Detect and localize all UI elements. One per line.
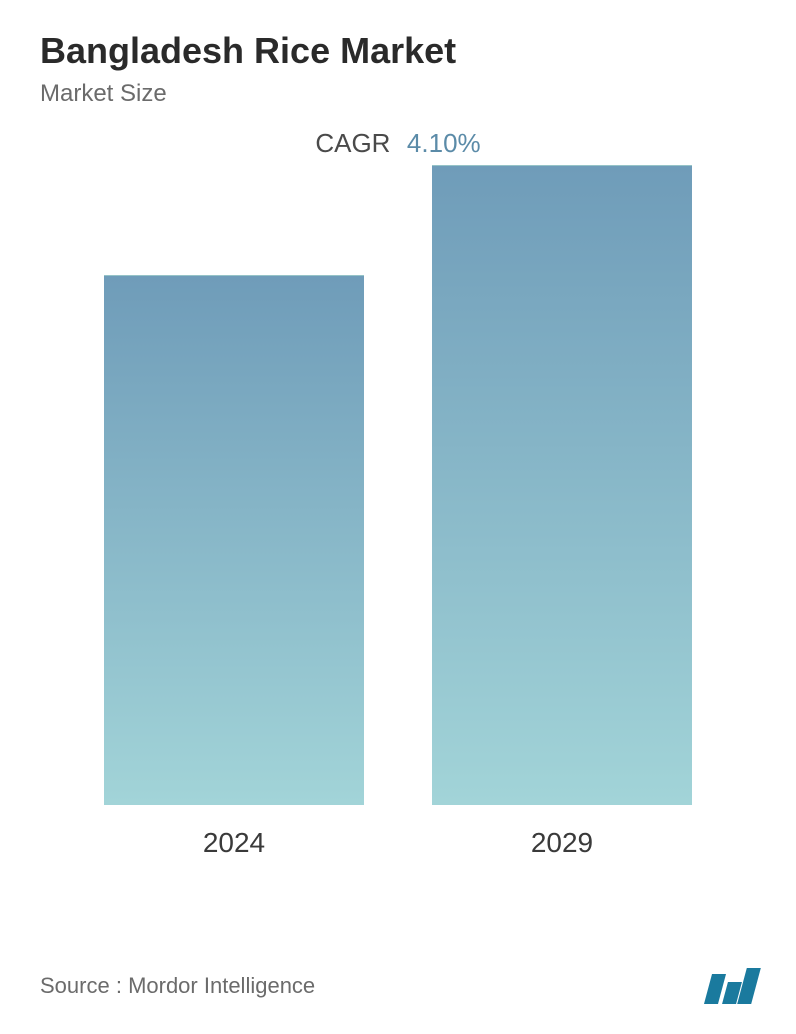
bar-2029	[432, 165, 692, 805]
bar-2024	[104, 275, 364, 805]
chart-subtitle: Market Size	[40, 80, 756, 108]
footer: Source : Mordor Intelligence	[40, 968, 756, 1004]
source-name: Mordor Intelligence	[128, 973, 315, 998]
bar-label-2029: 2029	[531, 827, 593, 859]
bar-label-2024: 2024	[203, 827, 265, 859]
bar-chart: 2024 2029	[40, 209, 756, 859]
source-text: Source : Mordor Intelligence	[40, 973, 315, 999]
bar-container-2029: 2029	[432, 165, 692, 859]
cagr-value: 4.10%	[407, 128, 481, 158]
bar-container-2024: 2024	[104, 275, 364, 859]
brand-logo	[708, 968, 756, 1004]
cagr-row: CAGR 4.10%	[40, 128, 756, 159]
source-label: Source :	[40, 973, 122, 998]
chart-title: Bangladesh Rice Market	[40, 30, 756, 72]
cagr-label: CAGR	[315, 128, 390, 158]
